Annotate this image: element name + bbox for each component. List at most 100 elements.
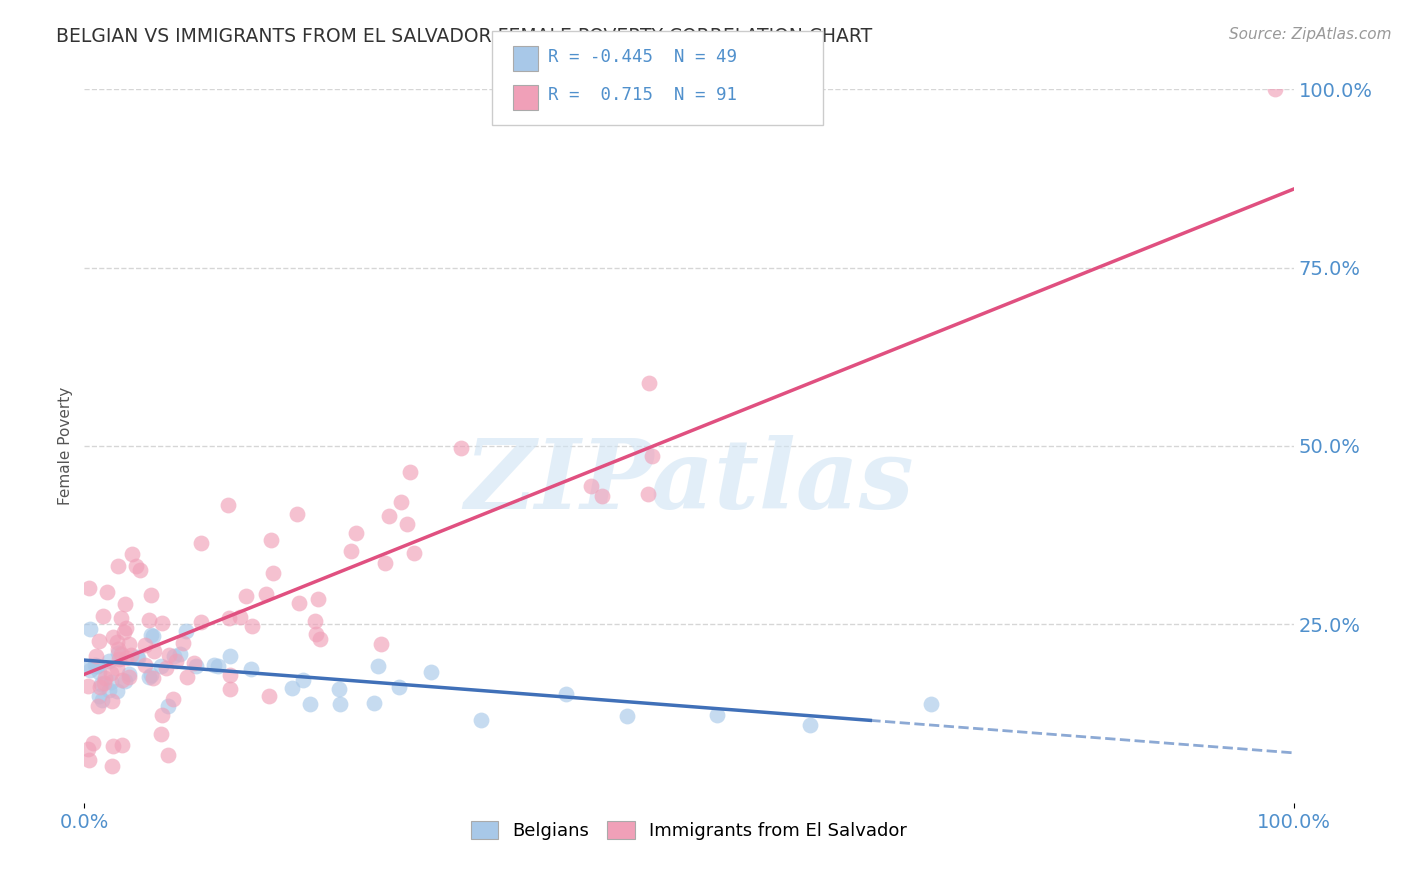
Point <box>799 718 821 732</box>
Point <box>107 684 129 698</box>
Point <box>143 644 166 658</box>
Point <box>111 673 134 687</box>
Point <box>117 667 139 681</box>
Point <box>218 681 240 696</box>
Point <box>363 697 385 711</box>
Point <box>79 622 101 636</box>
Point <box>190 535 212 549</box>
Point <box>77 581 100 595</box>
Point <box>260 533 283 547</box>
Point <box>96 585 118 599</box>
Point <box>118 670 141 684</box>
Point <box>307 591 329 606</box>
Point <box>176 670 198 684</box>
Point <box>87 665 110 680</box>
Legend: Belgians, Immigrants from El Salvador: Belgians, Immigrants from El Salvador <box>464 814 914 847</box>
Point <box>101 759 124 773</box>
Point <box>263 566 285 581</box>
Point <box>138 613 160 627</box>
Point <box>157 698 180 713</box>
Point <box>149 659 172 673</box>
Point <box>257 689 280 703</box>
Text: Source: ZipAtlas.com: Source: ZipAtlas.com <box>1229 27 1392 42</box>
Point <box>125 558 148 573</box>
Point <box>98 654 121 668</box>
Point <box>404 545 426 559</box>
Point <box>115 621 138 635</box>
Point <box>217 498 239 512</box>
Point <box>190 615 212 630</box>
Point <box>100 665 122 680</box>
Point <box>150 726 173 740</box>
Point <box>82 736 104 750</box>
Point <box>1264 82 1286 96</box>
Point <box>141 588 163 602</box>
Point <box>107 642 129 657</box>
Point <box>87 698 110 713</box>
Point <box>114 674 136 689</box>
Point <box>90 692 112 706</box>
Point <box>77 679 100 693</box>
Point <box>107 558 129 573</box>
Point <box>396 516 419 531</box>
Point <box>184 659 207 673</box>
Point <box>308 632 330 647</box>
Point <box>103 631 125 645</box>
Point <box>172 636 194 650</box>
Point <box>240 619 263 633</box>
Point <box>280 681 302 695</box>
Point <box>112 624 135 639</box>
Point <box>162 692 184 706</box>
Point <box>100 675 122 690</box>
Point <box>374 557 396 571</box>
Point <box>157 648 180 662</box>
Point <box>108 651 131 665</box>
Point <box>299 697 322 711</box>
Point <box>207 659 229 673</box>
Point <box>706 707 728 722</box>
Point <box>87 633 110 648</box>
Point <box>77 742 100 756</box>
Point <box>328 681 350 696</box>
Point <box>219 667 242 681</box>
Point <box>329 697 352 711</box>
Point <box>101 694 124 708</box>
Point <box>388 680 411 694</box>
Point <box>107 646 129 660</box>
Point <box>304 614 326 628</box>
Text: R = -0.445  N = 49: R = -0.445 N = 49 <box>548 47 737 65</box>
Point <box>118 637 141 651</box>
Point <box>174 624 197 638</box>
Point <box>125 649 148 664</box>
Point <box>399 465 422 479</box>
Point <box>91 609 114 624</box>
Point <box>89 681 111 695</box>
Point <box>101 739 124 753</box>
Point <box>121 547 143 561</box>
Point <box>115 650 138 665</box>
Point <box>287 507 309 521</box>
Point <box>450 441 472 455</box>
Point <box>77 753 100 767</box>
Point <box>139 628 162 642</box>
Point <box>142 629 165 643</box>
Point <box>370 637 392 651</box>
Point <box>367 659 389 673</box>
Point <box>105 635 128 649</box>
Point <box>377 508 399 523</box>
Point <box>150 708 173 723</box>
Point <box>920 697 942 711</box>
Point <box>219 648 242 663</box>
Point <box>637 487 659 501</box>
Point <box>240 662 263 676</box>
Point <box>86 649 108 664</box>
Y-axis label: Female Poverty: Female Poverty <box>58 387 73 505</box>
Point <box>110 611 132 625</box>
Point <box>150 615 173 630</box>
Point <box>555 687 578 701</box>
Point <box>340 543 363 558</box>
Point <box>305 626 328 640</box>
Point <box>84 658 107 673</box>
Point <box>591 489 613 503</box>
Point <box>79 663 101 677</box>
